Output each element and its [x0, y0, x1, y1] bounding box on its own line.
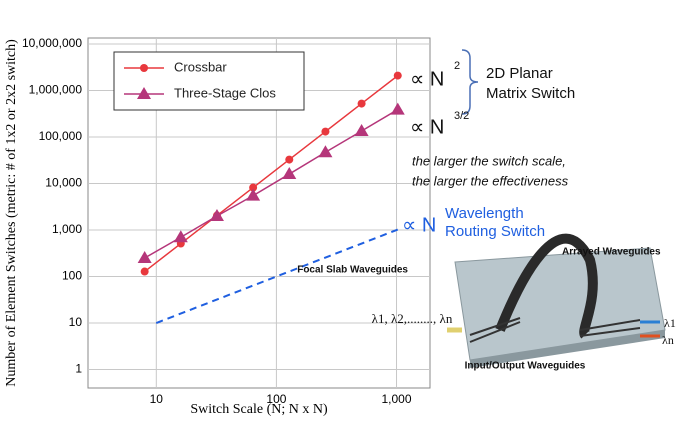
- annotation: Arrayed Waveguides: [562, 247, 661, 258]
- annotation: Wavelength: [445, 205, 524, 222]
- point: [141, 268, 149, 276]
- chart: 1 10 100 1,000 10,000 100,000 1,000,000 10,000,…: [0, 0, 678, 420]
- legend-label: Crossbar: [174, 59, 227, 74]
- legend-label: Three-Stage Clos: [174, 85, 276, 100]
- point: [394, 72, 402, 80]
- annotation: Focal Slab Waveguides: [297, 265, 408, 276]
- annotation: 2D Planar: [486, 65, 553, 82]
- y-tick-label: 1: [75, 362, 82, 376]
- y-axis-label: Number of Element Switches (metric: # of…: [4, 39, 19, 387]
- y-tick-label: 100,000: [39, 129, 83, 143]
- y-tick-label: 100: [62, 269, 82, 283]
- annotation: λ1, λ2,........, λn: [372, 311, 453, 326]
- y-tick-label: 1,000,000: [29, 83, 83, 97]
- annotation: λ1: [664, 316, 676, 330]
- annotation: ∝ N: [410, 68, 444, 90]
- annotation: ∝ N: [402, 214, 436, 236]
- annotation: Routing Switch: [445, 223, 545, 240]
- annotation: Matrix Switch: [486, 85, 575, 102]
- y-tick-label: 1,000: [52, 222, 82, 236]
- annotation: 3/2: [454, 110, 469, 122]
- point: [358, 100, 366, 108]
- annotation: λn: [662, 333, 674, 347]
- y-tick-label: 10: [69, 315, 83, 329]
- legend-marker: [140, 64, 148, 72]
- x-tick-label: 1,000: [382, 392, 412, 406]
- annotation: 2: [454, 60, 460, 72]
- annotation: the larger the switch scale,: [412, 153, 566, 168]
- point: [285, 156, 293, 164]
- y-tick-label: 10,000: [45, 176, 82, 190]
- annotation: Input/Output Waveguides: [465, 361, 586, 372]
- x-tick-label: 10: [150, 392, 164, 406]
- y-tick-label: 10,000,000: [22, 36, 82, 50]
- point: [321, 128, 329, 136]
- annotation: the larger the effectiveness: [412, 173, 569, 188]
- x-axis-label: Switch Scale (N; N x N): [190, 402, 328, 417]
- annotation: ∝ N: [410, 116, 444, 138]
